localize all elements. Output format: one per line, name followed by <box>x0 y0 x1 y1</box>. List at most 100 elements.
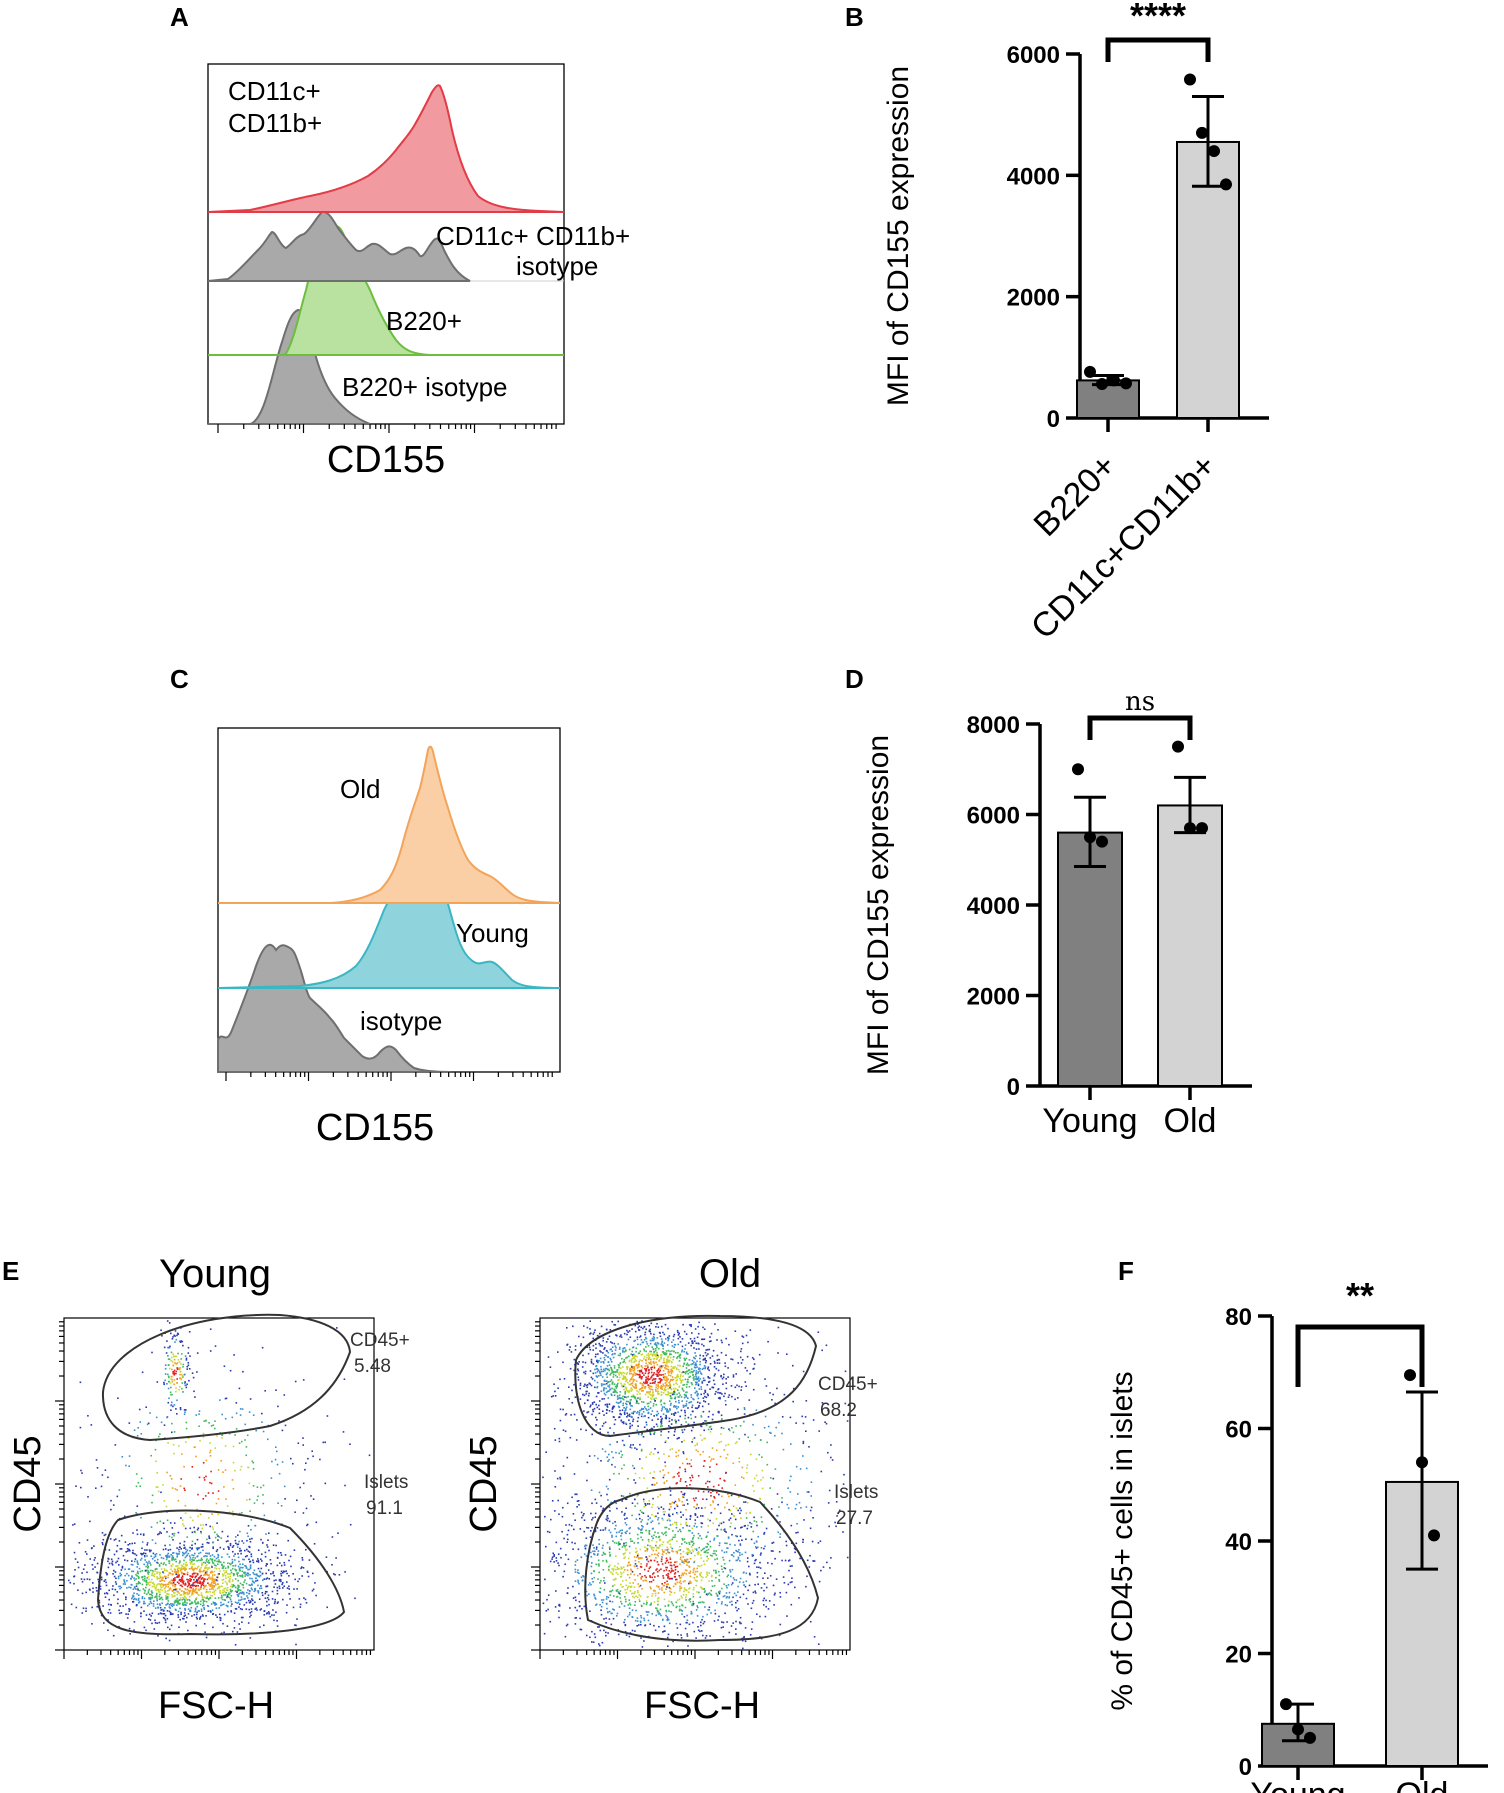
event-dot <box>160 1532 162 1534</box>
event-dot <box>657 1326 660 1328</box>
event-dot <box>713 1360 716 1363</box>
event-dot <box>661 1343 664 1346</box>
event-dot <box>622 1566 625 1568</box>
event-dot <box>667 1349 670 1352</box>
event-dot <box>125 1464 127 1467</box>
event-dot <box>584 1383 586 1386</box>
event-dot <box>631 1424 633 1427</box>
event-dot <box>729 1569 731 1571</box>
event-dot <box>664 1379 667 1381</box>
event-dot <box>609 1555 611 1557</box>
event-dot <box>245 1573 248 1576</box>
event-dot <box>608 1569 610 1572</box>
event-dot <box>667 1374 670 1376</box>
event-dot <box>650 1413 652 1415</box>
event-dot <box>739 1596 742 1599</box>
event-dot <box>188 1331 191 1333</box>
event-dot <box>210 1425 213 1427</box>
event-dot <box>218 1613 221 1616</box>
significance-label: ns <box>1125 687 1155 717</box>
event-dot <box>136 1566 138 1568</box>
event-dot <box>617 1562 619 1565</box>
event-dot <box>232 1445 235 1448</box>
event-dot <box>169 1544 171 1546</box>
data-point <box>1084 365 1096 378</box>
event-dot <box>637 1369 639 1372</box>
event-dot <box>576 1609 578 1612</box>
event-dot <box>645 1376 647 1379</box>
event-dot <box>234 1559 236 1561</box>
event-dot <box>115 1583 118 1585</box>
event-dot <box>148 1549 151 1551</box>
event-dot <box>114 1444 117 1446</box>
event-dot <box>636 1355 638 1358</box>
event-dot <box>621 1409 624 1411</box>
event-dot <box>229 1562 231 1565</box>
event-dot <box>203 1578 206 1580</box>
event-dot <box>201 1564 203 1567</box>
event-dot <box>682 1384 684 1386</box>
event-dot <box>160 1609 162 1611</box>
event-dot <box>207 1598 210 1600</box>
event-dot <box>623 1411 626 1414</box>
event-dot <box>644 1365 647 1367</box>
event-dot <box>206 1570 209 1573</box>
event-dot <box>742 1593 745 1596</box>
event-dot <box>691 1441 693 1443</box>
event-dot <box>205 1600 208 1603</box>
event-dot <box>612 1578 615 1581</box>
event-dot <box>614 1345 617 1347</box>
event-dot <box>791 1577 793 1579</box>
event-dot <box>164 1619 167 1621</box>
event-dot <box>648 1408 650 1411</box>
event-dot <box>256 1560 258 1563</box>
event-dot <box>598 1342 600 1345</box>
event-dot <box>245 1565 247 1567</box>
event-dot <box>171 1594 173 1596</box>
event-dot <box>156 1596 158 1598</box>
event-dot <box>119 1605 121 1607</box>
event-dot <box>158 1583 161 1585</box>
event-dot <box>623 1388 625 1391</box>
event-dot <box>186 1571 189 1574</box>
event-dot <box>753 1516 755 1519</box>
event-dot <box>648 1386 650 1389</box>
event-dot <box>172 1556 175 1559</box>
event-dot <box>200 1615 202 1618</box>
event-dot <box>172 1603 174 1605</box>
event-dot <box>676 1599 679 1601</box>
gate-islets[interactable] <box>96 1509 346 1636</box>
event-dot <box>777 1326 780 1329</box>
event-dot <box>212 1424 215 1426</box>
event-dot <box>227 1601 230 1603</box>
event-dot <box>153 1556 156 1559</box>
event-dot <box>714 1612 717 1615</box>
event-dot <box>742 1336 745 1338</box>
event-dot <box>168 1535 171 1538</box>
event-dot <box>653 1362 656 1365</box>
event-dot <box>249 1567 252 1569</box>
event-dot <box>644 1382 646 1385</box>
event-dot <box>173 1578 175 1580</box>
event-dot <box>671 1376 674 1378</box>
y-tick-label: 8000 <box>967 712 1020 739</box>
event-dot <box>660 1422 663 1424</box>
event-dot <box>113 1594 115 1597</box>
event-dot <box>557 1387 559 1389</box>
event-dot <box>582 1575 584 1577</box>
event-dot <box>584 1372 587 1375</box>
event-dot <box>691 1538 694 1540</box>
event-dot <box>85 1591 87 1594</box>
event-dot <box>649 1407 652 1409</box>
event-dot <box>637 1343 639 1346</box>
event-dot <box>673 1350 675 1353</box>
event-dot <box>628 1348 631 1351</box>
event-dot <box>619 1335 621 1338</box>
event-dot <box>239 1563 241 1566</box>
event-dot <box>662 1373 664 1376</box>
event-dot <box>673 1333 676 1336</box>
event-dot <box>678 1392 680 1394</box>
event-dot <box>167 1401 170 1404</box>
gate-cd45[interactable] <box>101 1313 352 1442</box>
event-dot <box>260 1553 263 1555</box>
